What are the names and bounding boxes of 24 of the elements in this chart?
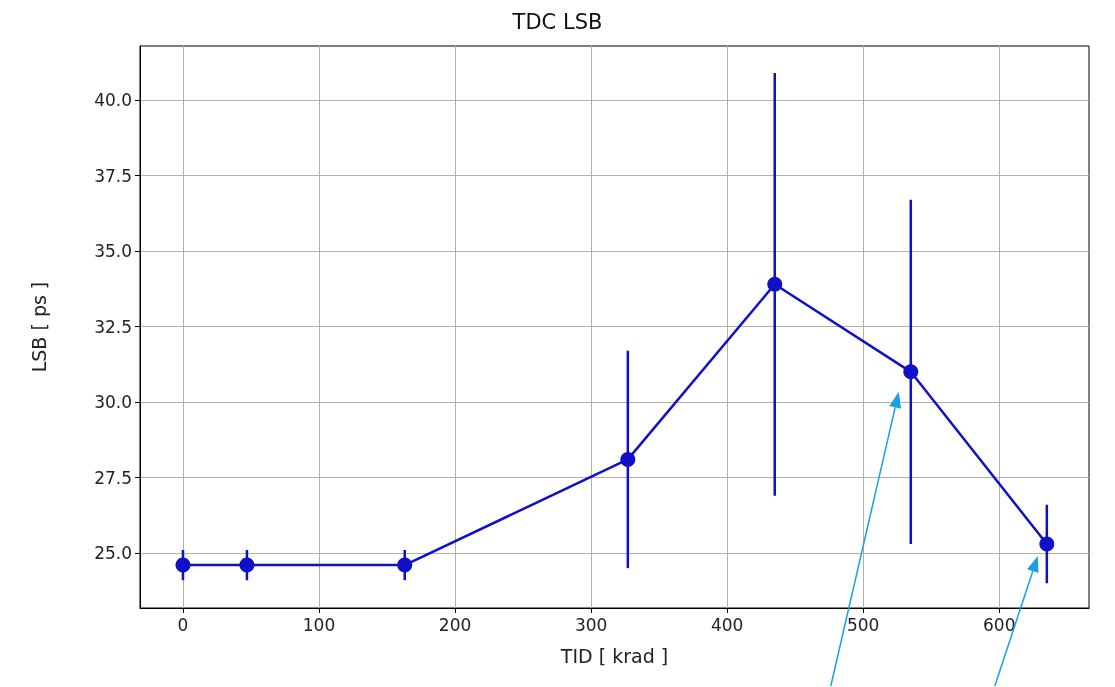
point [1039,536,1055,552]
x-tick-label: 400 [710,614,744,635]
x-tick-label: 600 [982,614,1016,635]
point [903,364,919,380]
point [767,276,783,292]
y-tick-label: 40.0 [94,90,132,111]
chart-title: TDC LSB [511,9,603,34]
y-tick-label: 37.5 [94,165,132,186]
point [620,451,636,467]
x-tick-label: 0 [177,614,189,635]
x-tick-label: 100 [302,614,336,635]
y-axis-title: LSB [ ps ] [27,281,50,373]
y-tick-label: 27.5 [94,467,132,488]
y-tick-label: 35.0 [94,241,132,262]
y-tick-label: 30.0 [94,392,132,413]
y-tick-label: 32.5 [94,316,132,337]
x-axis-title: TID [ krad ] [559,644,669,667]
x-tick-label: 500 [846,614,880,635]
point [397,557,413,573]
point [239,557,255,573]
x-tick-label: 200 [438,614,472,635]
y-tick-label: 25.0 [94,543,132,564]
point [175,557,191,573]
x-tick-label: 300 [574,614,608,635]
